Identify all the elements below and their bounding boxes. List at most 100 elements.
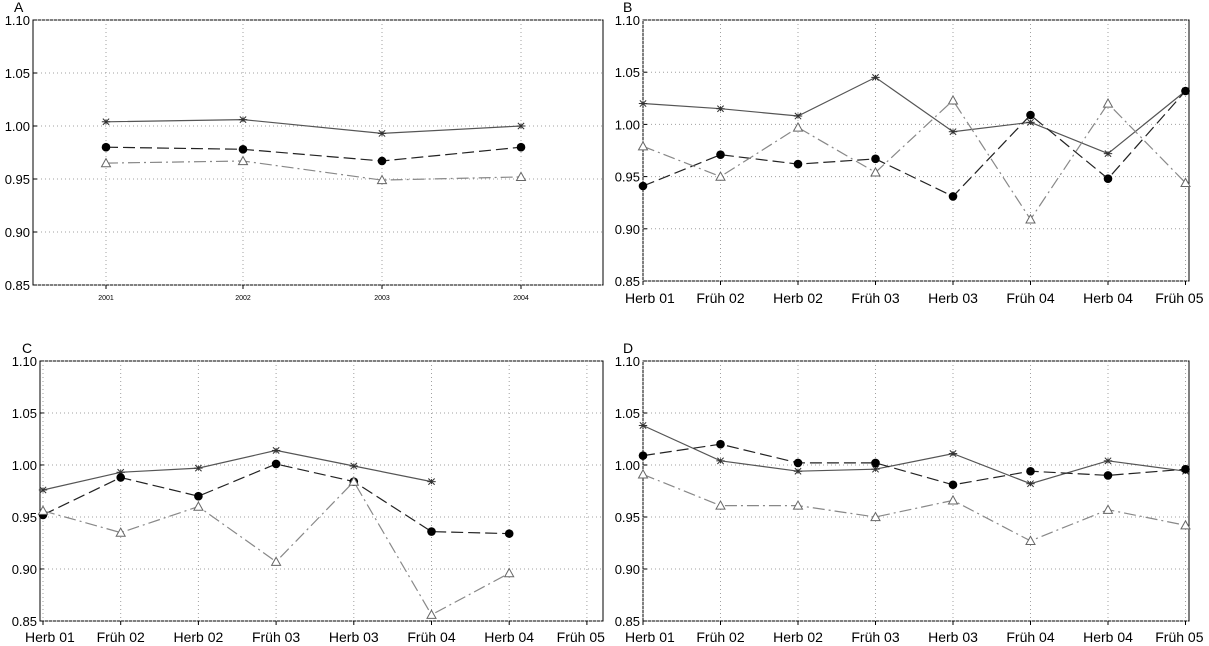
data-point-triangle	[1180, 519, 1191, 530]
panel-d: D 0.85 0.90 0.95 1.00 1.05 1.10 Herb 01 Früh 02 H…	[615, 340, 1204, 645]
y-tick-label: 1.00	[615, 117, 640, 132]
data-point-dot	[516, 142, 526, 152]
data-point-dot	[1181, 464, 1190, 474]
y-tick-label: 1.05	[5, 66, 30, 81]
data-point-dot	[238, 145, 248, 154]
x-tick-label: Früh 03	[851, 290, 899, 306]
data-point-star	[948, 128, 958, 136]
x-tick-label: 2003	[374, 295, 390, 302]
data-point-dot	[716, 439, 725, 449]
plot-frame	[642, 19, 1190, 282]
x-tick-label: Herb 01	[25, 629, 75, 645]
data-point-triangle	[348, 476, 360, 486]
x-tick-label: Herb 01	[625, 290, 675, 306]
x-tick-label: Herb 03	[928, 290, 978, 306]
data-point-dot	[427, 527, 436, 536]
data-point-dot	[1103, 174, 1113, 183]
panel-letter: B	[623, 0, 632, 15]
series-line-star	[42, 449, 432, 491]
x-tick-label: Früh 04	[407, 629, 455, 645]
plot-frame	[39, 360, 604, 622]
y-tick-label: 1.05	[12, 406, 37, 421]
data-point-dot	[377, 156, 387, 166]
y-tick-label: 1.10	[615, 13, 640, 28]
data-point-triangle	[715, 171, 726, 181]
y-tick-label: 0.85	[615, 614, 640, 629]
data-point-dot	[1026, 110, 1035, 120]
data-point-star	[871, 73, 880, 81]
data-point-star	[377, 129, 387, 137]
x-tick-label: Früh 03	[851, 629, 899, 645]
x-tick-label: 2001	[98, 295, 114, 302]
data-point-dot	[871, 154, 880, 164]
data-point-dot	[116, 473, 125, 482]
y-tick-label: 1.00	[12, 458, 37, 473]
x-tick-label: Früh 05	[1155, 629, 1203, 645]
panel-c: C 0.85 0.90 0.95 1.00 1.05 1.10 Herb 01 Früh 02 H…	[12, 340, 605, 645]
series-line-dot	[105, 146, 522, 162]
x-tick-label: Herb 02	[773, 629, 823, 645]
plot-frame	[32, 19, 604, 286]
series-line-star	[105, 118, 522, 135]
data-point-triangle	[637, 140, 649, 151]
data-point-star	[1103, 457, 1113, 465]
panel-letter: D	[623, 340, 633, 356]
data-point-star	[427, 478, 436, 486]
plot-frame	[642, 360, 1190, 622]
data-point-star	[948, 450, 958, 458]
data-point-star	[238, 116, 248, 124]
data-point-dot	[948, 192, 958, 201]
data-point-star	[716, 105, 725, 113]
data-point-triangle	[947, 494, 959, 505]
x-tick-label: Früh 02	[97, 629, 145, 645]
data-point-triangle	[1102, 97, 1114, 108]
data-point-star	[194, 464, 203, 472]
data-point-dot	[504, 529, 514, 538]
y-tick-label: 0.85	[5, 278, 30, 293]
data-point-dot	[716, 150, 725, 159]
data-point-triangle	[37, 505, 49, 515]
data-point-triangle	[193, 501, 204, 511]
data-point-star	[1103, 150, 1113, 158]
series-line-triangle	[105, 160, 522, 181]
y-tick-label: 0.95	[615, 170, 640, 185]
y-tick-label: 1.10	[5, 13, 30, 28]
x-tick-label: Herb 02	[773, 290, 823, 306]
y-tick-label: 0.90	[615, 222, 640, 237]
data-point-star	[101, 118, 111, 126]
x-tick-label: Herb 02	[173, 629, 223, 645]
data-point-triangle	[1102, 504, 1114, 514]
data-point-dot	[793, 159, 803, 169]
y-tick-label: 1.10	[615, 354, 640, 369]
series-line-dot	[642, 443, 1186, 486]
y-tick-label: 0.85	[615, 274, 640, 289]
x-tick-label: Früh 03	[252, 629, 300, 645]
y-tick-label: 0.90	[615, 562, 640, 577]
x-tick-label: Früh 04	[1006, 290, 1054, 306]
data-point-triangle	[792, 500, 804, 510]
data-point-dot	[948, 480, 958, 490]
series-line-dot	[642, 90, 1186, 198]
y-tick-label: 1.05	[615, 406, 640, 421]
x-tick-label: Früh 02	[696, 629, 744, 645]
data-point-triangle	[237, 155, 249, 166]
data-point-dot	[793, 458, 803, 468]
data-point-dot	[1026, 466, 1035, 476]
data-point-triangle	[947, 94, 959, 105]
y-tick-label: 1.00	[5, 119, 30, 134]
data-point-triangle	[870, 511, 881, 522]
data-point-triangle	[1025, 213, 1036, 224]
x-tick-label: Herb 01	[625, 629, 675, 645]
data-point-triangle	[792, 122, 804, 132]
data-point-triangle	[100, 157, 112, 168]
x-tick-label: Früh 05	[557, 629, 605, 645]
data-point-dot	[271, 459, 281, 469]
panel-a: A 0.85 0.90 0.95 1.00 1.05 1.10 2001 2002 2003 200…	[5, 0, 604, 302]
data-point-star	[271, 446, 281, 454]
data-point-dot	[638, 451, 648, 460]
x-tick-label: Früh 04	[1006, 629, 1054, 645]
y-tick-label: 1.00	[615, 458, 640, 473]
x-tick-label: Früh 02	[696, 290, 744, 306]
data-point-star	[349, 462, 358, 470]
